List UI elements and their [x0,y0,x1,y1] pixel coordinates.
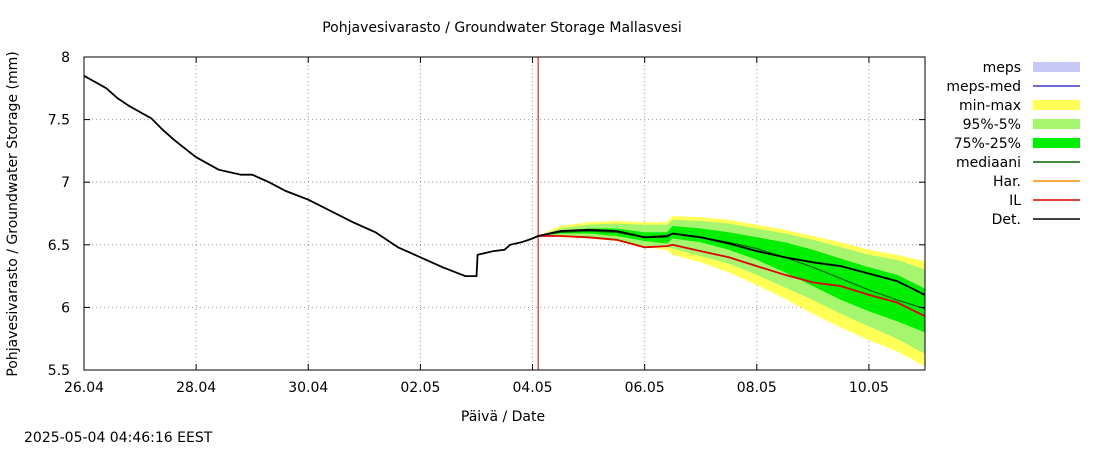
y-tick-label: 6.5 [48,238,70,254]
axis-ticks: 5.5 6 6.5 7 7.5 8 26.04 28.04 30.04 02.05 04.05 06.… [48,50,925,396]
legend-swatch [1033,119,1080,129]
grid [84,57,925,370]
y-tick-label: 7 [61,175,70,191]
legend-swatch [1033,100,1080,110]
legend-label: Det. [992,212,1021,228]
x-axis-label: Päivä / Date [461,409,545,425]
legend: meps meps-med min-max 95%-5% 75%-25% mediaani… [946,60,1080,228]
legend-label: meps [983,60,1021,76]
x-tick-label: 02.05 [400,380,440,396]
legend-label: meps-med [946,79,1021,95]
y-tick-label: 7.5 [48,113,70,129]
y-axis-label: Pohjavesivarasto / Groundwater Storage (… [5,51,21,376]
timestamp: 2025-05-04 04:46:16 EEST [24,430,213,446]
legend-swatch [1033,138,1080,148]
x-tick-label: 10.05 [849,380,889,396]
legend-label: 75%-25% [954,136,1021,152]
y-tick-label: 8 [61,50,70,66]
band-75-25 [538,226,925,333]
plot-frame [83,56,926,371]
legend-label: Har. [993,174,1021,190]
line-det [537,228,926,296]
line-il [538,235,926,318]
x-tick-label: 26.04 [64,380,104,396]
y-tick-label: 5.5 [48,363,70,379]
legend-label: mediaani [956,155,1021,171]
series-lines [83,57,926,370]
x-tick-label: 30.04 [288,380,328,396]
x-tick-label: 04.05 [512,380,552,396]
x-tick-label: 28.04 [176,380,216,396]
x-tick-label: 06.05 [625,380,665,396]
y-tick-label: 6 [61,300,70,316]
legend-label: IL [1009,193,1021,209]
legend-swatch [1033,62,1080,72]
legend-label: 95%-5% [963,117,1021,133]
band-95-5 [538,219,925,354]
x-tick-label: 08.05 [737,380,777,396]
line-observed [83,75,539,277]
legend-label: min-max [959,98,1021,114]
forecast-bands [538,216,925,367]
chart-title: Pohjavesivarasto / Groundwater Storage M… [322,20,682,36]
